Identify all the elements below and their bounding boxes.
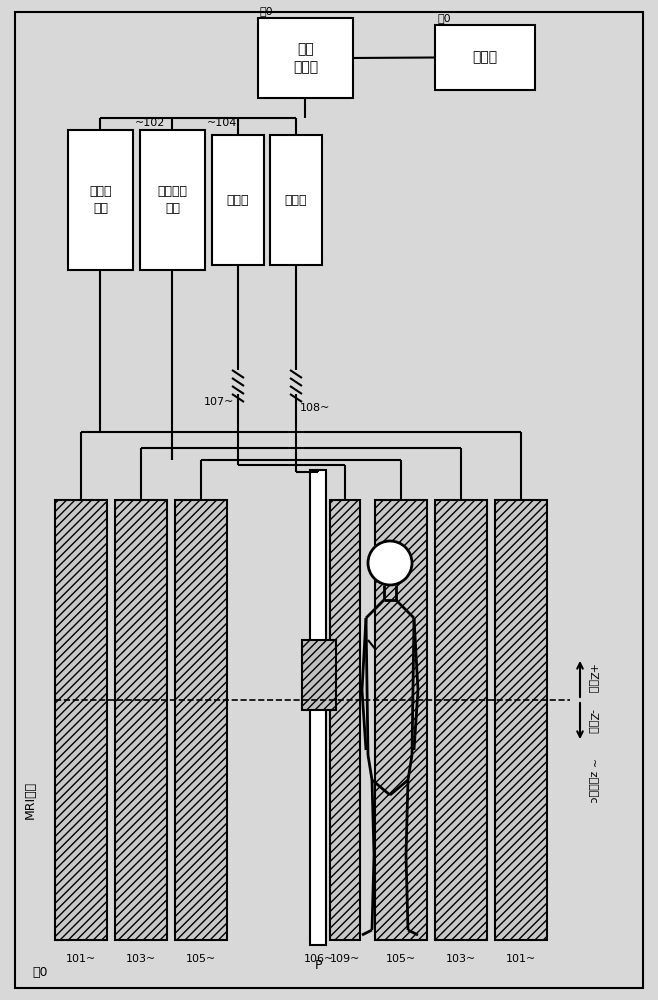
Text: 倾斜磁场
电源: 倾斜磁场 电源 — [157, 185, 188, 215]
Text: 103~: 103~ — [446, 954, 476, 964]
Bar — [310, 470, 326, 945]
Bar — [302, 640, 336, 710]
Bar — [435, 25, 535, 90]
Bar — [495, 500, 547, 940]
Text: 101~: 101~ — [66, 954, 96, 964]
Bar — [330, 500, 360, 940]
Bar — [175, 500, 227, 940]
Text: MRI装置: MRI装置 — [24, 781, 36, 819]
Text: 接收部: 接收部 — [285, 194, 307, 207]
Bar — [115, 500, 167, 940]
Text: 107~: 107~ — [203, 397, 234, 407]
Text: ~ z轴原点c: ~ z轴原点c — [588, 758, 598, 802]
Text: 105~: 105~ — [386, 954, 416, 964]
Bar — [435, 500, 487, 940]
Text: 㰒0: 㰒0 — [260, 6, 274, 16]
Text: ~104: ~104 — [207, 118, 238, 128]
Text: 计算机: 计算机 — [472, 50, 497, 64]
Bar — [258, 18, 353, 98]
Text: +Z方向: +Z方向 — [588, 664, 598, 694]
Bar — [140, 130, 205, 270]
Bar — [68, 130, 133, 270]
Text: 101~: 101~ — [506, 954, 536, 964]
Text: ~102: ~102 — [135, 118, 165, 128]
Text: 静磁场
电源: 静磁场 电源 — [89, 185, 112, 215]
Bar — [270, 135, 322, 265]
Text: P: P — [315, 959, 322, 972]
Text: 103~: 103~ — [126, 954, 156, 964]
Text: -Z方向: -Z方向 — [588, 709, 598, 733]
Text: 109~: 109~ — [330, 954, 360, 964]
Bar — [212, 135, 264, 265]
Circle shape — [368, 541, 412, 585]
Text: 㰐0: 㰐0 — [32, 966, 47, 978]
Text: 序列
控制部: 序列 控制部 — [293, 42, 318, 74]
Bar — [55, 500, 107, 940]
Text: 106~: 106~ — [304, 954, 334, 964]
Text: 发送部: 发送部 — [227, 194, 249, 207]
Bar — [375, 500, 427, 940]
Text: 105~: 105~ — [186, 954, 216, 964]
Text: 108~: 108~ — [300, 403, 330, 413]
Text: 㰓0: 㰓0 — [437, 13, 451, 23]
